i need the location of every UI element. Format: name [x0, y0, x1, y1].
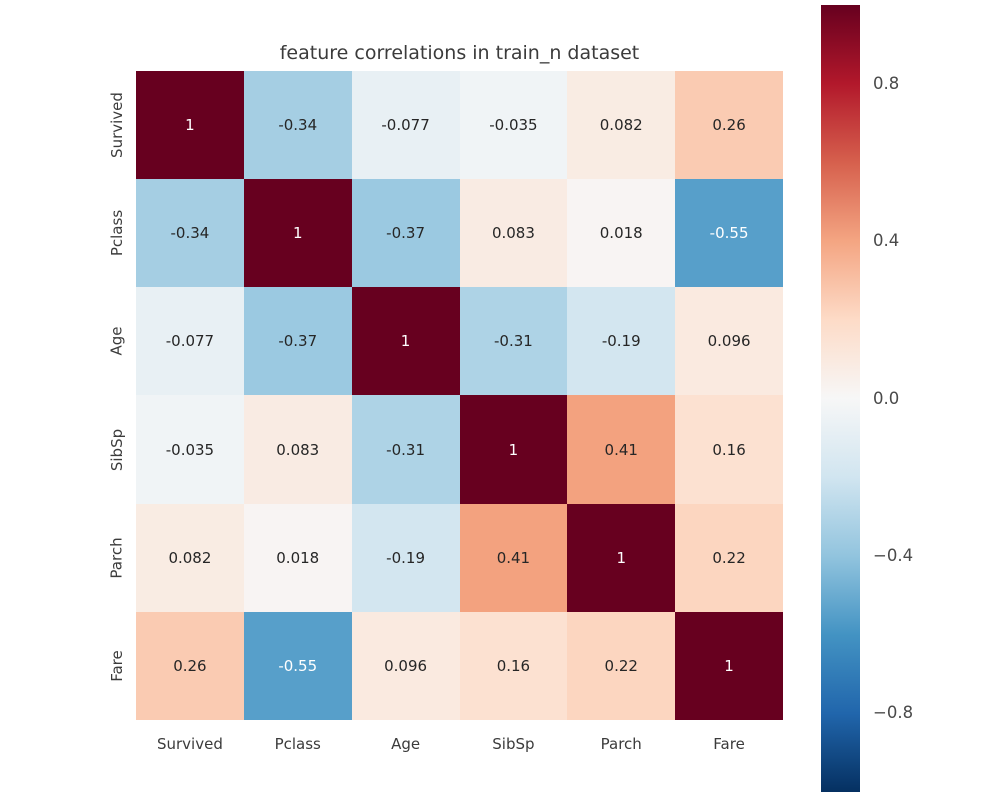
cell-value: 0.018: [599, 224, 643, 243]
cell-value: 0.26: [173, 656, 207, 675]
cell-value: -0.035: [165, 440, 215, 459]
heatmap-cell: -0.34: [243, 71, 352, 180]
cell-value: 0.083: [276, 440, 320, 459]
cell-value: 0.082: [599, 116, 643, 135]
cell-value: 0.082: [168, 548, 212, 567]
heatmap-cell: 1: [459, 395, 568, 504]
heatmap-cell: 0.018: [567, 179, 676, 288]
heatmap: 1 -0.34 -0.077 -0.035 0.082 0.26 -0.34 1 -0.37 0.…: [136, 71, 783, 720]
heatmap-cell: -0.37: [351, 179, 460, 288]
heatmap-cell: 0.096: [351, 611, 460, 720]
cell-value: -0.31: [494, 332, 533, 351]
colorbar-tick-label: 0.0: [873, 388, 900, 408]
heatmap-cell: 0.22: [567, 611, 676, 720]
heatmap-cell: -0.077: [351, 71, 460, 180]
cell-value: 0.26: [712, 116, 746, 135]
cell-value: -0.37: [386, 224, 425, 243]
y-axis-label: SibSp: [108, 428, 127, 471]
heatmap-cell: 1: [243, 179, 352, 288]
x-axis-label: Pclass: [274, 735, 321, 753]
cell-value: 0.096: [707, 332, 751, 351]
cell-value: -0.55: [709, 224, 749, 243]
cell-value: 0.41: [604, 440, 638, 459]
colorbar: [821, 5, 860, 792]
heatmap-cell: -0.34: [136, 179, 244, 288]
x-axis-labels: Survived Pclass Age SibSp Parch Fare: [136, 728, 783, 760]
colorbar-tick-label: −0.8: [873, 703, 914, 723]
cell-value: 1: [400, 332, 411, 351]
cell-value: -0.31: [386, 440, 425, 459]
cell-value: 1: [508, 440, 519, 459]
heatmap-cell: -0.19: [567, 287, 676, 396]
x-axis-label: Fare: [713, 735, 745, 753]
y-axis-label: Parch: [108, 537, 126, 579]
heatmap-cell: 0.083: [459, 179, 568, 288]
heatmap-cell: -0.31: [351, 395, 460, 504]
cell-value: 0.41: [496, 548, 531, 567]
heatmap-cell: 1: [675, 611, 783, 720]
cell-value: -0.34: [278, 116, 318, 135]
colorbar-tick-label: 0.8: [873, 73, 900, 93]
y-axis-label: Age: [107, 326, 126, 356]
cell-value: -0.55: [278, 656, 318, 675]
cell-value: -0.34: [170, 224, 210, 243]
x-axis-label: Age: [391, 735, 421, 753]
cell-value: -0.077: [381, 116, 430, 135]
heatmap-cell: 0.083: [243, 395, 352, 504]
heatmap-cell: 1: [567, 503, 676, 612]
heatmap-cell: -0.55: [243, 611, 352, 720]
colorbar-tick-label: −0.4: [873, 545, 914, 565]
heatmap-cell: -0.035: [136, 395, 244, 504]
heatmap-cell: -0.077: [136, 287, 244, 396]
heatmap-cell: 0.082: [567, 71, 676, 180]
colorbar-tick-label: 0.4: [873, 231, 900, 251]
cell-value: 1: [292, 224, 303, 243]
cell-value: 1: [185, 116, 195, 135]
heatmap-cell: -0.37: [243, 287, 352, 396]
heatmap-cell: -0.31: [459, 287, 568, 396]
heatmap-cell: 0.082: [136, 503, 244, 612]
heatmap-cell: 0.41: [459, 503, 568, 612]
x-axis-label: Survived: [156, 735, 223, 753]
heatmap-cell: 0.16: [675, 395, 783, 504]
cell-value: 0.22: [712, 548, 746, 567]
heatmap-cell: 0.22: [675, 503, 783, 612]
y-axis-label: Pclass: [108, 210, 127, 257]
heatmap-cell: -0.55: [675, 179, 783, 288]
heatmap-cell: 0.096: [675, 287, 783, 396]
x-axis-label: Parch: [600, 735, 642, 753]
heatmap-cell: 0.16: [459, 611, 568, 720]
heatmap-cell: 0.41: [567, 395, 676, 504]
heatmap-cell: -0.035: [459, 71, 568, 180]
cell-value: 0.096: [384, 656, 428, 675]
cell-value: 0.083: [491, 224, 535, 243]
cell-value: 0.16: [496, 656, 531, 675]
cell-value: -0.19: [386, 548, 425, 567]
cell-value: -0.035: [489, 116, 538, 135]
heatmap-cell: 1: [351, 287, 460, 396]
chart-title: feature correlations in train_n dataset: [279, 42, 640, 64]
cell-value: -0.077: [165, 332, 215, 351]
x-axis-label: SibSp: [492, 735, 535, 753]
cell-value: 0.22: [604, 656, 638, 675]
cell-value: 1: [616, 548, 627, 567]
cell-value: 0.018: [276, 548, 320, 567]
heatmap-cell: 1: [136, 71, 244, 180]
heatmap-cell: 0.26: [136, 611, 244, 720]
heatmap-cell: -0.19: [351, 503, 460, 612]
y-axis-label: Fare: [108, 650, 127, 682]
cell-value: 1: [724, 656, 734, 675]
cell-value: 0.16: [712, 440, 746, 459]
cell-value: -0.37: [278, 332, 318, 351]
heatmap-cell: 0.018: [243, 503, 352, 612]
y-axis-labels: Survived Pclass Age SibSp Parch Fare: [102, 71, 132, 720]
cell-value: -0.19: [601, 332, 641, 351]
heatmap-cell: 0.26: [675, 71, 783, 180]
y-axis-label: Survived: [108, 92, 126, 159]
